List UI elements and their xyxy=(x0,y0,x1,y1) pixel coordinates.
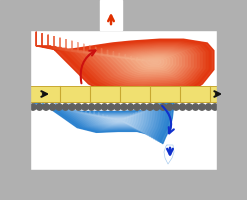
Circle shape xyxy=(173,104,179,110)
Bar xyxy=(0,30,30,170)
Bar xyxy=(217,170,247,200)
Circle shape xyxy=(140,104,147,110)
Polygon shape xyxy=(54,36,205,90)
Polygon shape xyxy=(72,41,196,85)
Bar xyxy=(217,0,247,30)
Circle shape xyxy=(75,104,82,110)
Bar xyxy=(30,30,217,170)
Polygon shape xyxy=(143,59,161,65)
Circle shape xyxy=(121,104,127,110)
Circle shape xyxy=(199,104,205,110)
FancyArrowPatch shape xyxy=(81,50,96,83)
Polygon shape xyxy=(94,111,137,127)
Polygon shape xyxy=(113,51,176,74)
Polygon shape xyxy=(77,105,147,132)
Polygon shape xyxy=(164,145,174,164)
Polygon shape xyxy=(103,114,131,125)
Circle shape xyxy=(43,104,49,110)
Circle shape xyxy=(147,104,153,110)
Polygon shape xyxy=(107,115,128,124)
Polygon shape xyxy=(137,57,164,67)
Polygon shape xyxy=(90,109,139,128)
Bar xyxy=(0,0,30,30)
Polygon shape xyxy=(35,90,175,144)
Circle shape xyxy=(49,104,56,110)
Circle shape xyxy=(179,104,186,110)
Polygon shape xyxy=(60,99,159,137)
Circle shape xyxy=(205,104,212,110)
Circle shape xyxy=(108,104,114,110)
Polygon shape xyxy=(96,47,185,79)
Circle shape xyxy=(82,104,88,110)
Polygon shape xyxy=(43,93,170,141)
Polygon shape xyxy=(119,53,173,72)
Bar xyxy=(30,30,217,170)
Polygon shape xyxy=(86,108,142,130)
Circle shape xyxy=(153,104,160,110)
Polygon shape xyxy=(73,103,150,133)
Circle shape xyxy=(56,104,62,110)
Circle shape xyxy=(114,104,121,110)
Polygon shape xyxy=(107,50,179,75)
Polygon shape xyxy=(82,106,145,131)
Circle shape xyxy=(30,104,36,110)
Bar xyxy=(30,86,217,102)
Polygon shape xyxy=(64,100,156,135)
Circle shape xyxy=(69,104,75,110)
Polygon shape xyxy=(131,56,167,69)
Circle shape xyxy=(192,104,199,110)
Polygon shape xyxy=(66,39,199,87)
Bar xyxy=(100,0,122,30)
Polygon shape xyxy=(102,48,182,77)
Polygon shape xyxy=(42,33,211,94)
Circle shape xyxy=(186,104,192,110)
Polygon shape xyxy=(125,54,170,70)
Polygon shape xyxy=(78,42,193,84)
Circle shape xyxy=(166,104,173,110)
Bar xyxy=(0,170,30,200)
Bar xyxy=(30,170,217,200)
Circle shape xyxy=(62,104,69,110)
Circle shape xyxy=(160,104,166,110)
Polygon shape xyxy=(39,91,172,143)
Polygon shape xyxy=(56,97,161,138)
Circle shape xyxy=(101,104,108,110)
Circle shape xyxy=(212,104,218,110)
Circle shape xyxy=(88,104,95,110)
Polygon shape xyxy=(84,44,190,82)
Polygon shape xyxy=(47,94,167,140)
Circle shape xyxy=(134,104,140,110)
Circle shape xyxy=(36,104,43,110)
Bar xyxy=(217,30,247,170)
Polygon shape xyxy=(48,35,208,92)
Polygon shape xyxy=(111,117,125,122)
Polygon shape xyxy=(90,45,187,80)
Bar xyxy=(30,0,217,30)
Circle shape xyxy=(95,104,101,110)
Polygon shape xyxy=(36,32,214,95)
FancyArrowPatch shape xyxy=(162,106,174,133)
Polygon shape xyxy=(52,96,164,139)
Polygon shape xyxy=(69,102,153,134)
Polygon shape xyxy=(99,112,134,126)
Circle shape xyxy=(127,104,134,110)
Polygon shape xyxy=(60,38,202,89)
